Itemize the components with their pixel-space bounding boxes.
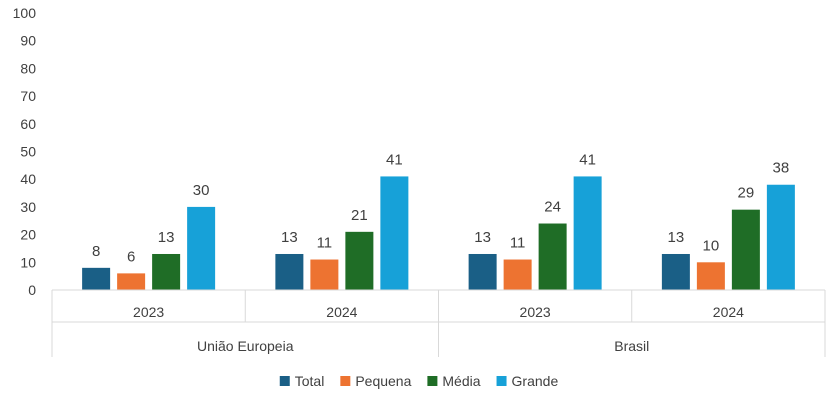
legend-swatch-grande [496, 376, 507, 386]
bar-pequena [696, 262, 725, 290]
bar-média [345, 231, 374, 290]
legend: Total Pequena Média Grande [279, 373, 559, 389]
bar-média [152, 253, 181, 290]
data-label: 38 [773, 160, 790, 177]
legend-swatch-pequena [340, 376, 351, 386]
bar-total [275, 253, 304, 290]
data-label: 30 [193, 182, 210, 199]
data-label: 13 [474, 229, 491, 246]
y-tick-label: 30 [20, 199, 36, 215]
bars [82, 176, 795, 290]
bar-pequena [310, 259, 339, 290]
legend-swatch-média [427, 376, 438, 386]
y-tick-label: 80 [20, 60, 36, 76]
data-label: 29 [738, 185, 755, 202]
bar-pequena [117, 273, 146, 290]
y-tick-label: 0 [28, 282, 36, 298]
bar-total [82, 267, 111, 290]
legend-label: Grande [512, 373, 559, 389]
y-tick-label: 10 [20, 254, 36, 270]
bar-total [468, 253, 497, 290]
legend-label: Total [295, 373, 325, 389]
bar-grande [187, 206, 216, 290]
data-label: 6 [127, 248, 135, 265]
data-label: 11 [510, 235, 526, 252]
data-label: 13 [158, 229, 175, 246]
data-label: 11 [317, 235, 333, 252]
legend-label: Média [442, 373, 480, 389]
bar-total [661, 253, 690, 290]
y-tick-label: 50 [20, 144, 36, 160]
y-tick-label: 90 [20, 33, 36, 49]
legend-label: Pequena [355, 373, 411, 389]
group-label: Brasil [614, 338, 649, 354]
legend-swatch-total [279, 376, 290, 386]
bar-grande [766, 184, 795, 290]
x-tick-label: 2023 [520, 304, 551, 320]
data-labels: 8 6 13 30 13 11 21 41 13 11 24 41 13 10 29 38 [92, 151, 789, 265]
x-axis: 2023 2024 2023 2024 União Europeia Brasil [51, 289, 826, 357]
group-label: União Europeia [197, 338, 294, 354]
y-axis: 0 10 20 30 40 50 60 70 80 90 100 [13, 5, 37, 298]
data-label: 8 [92, 243, 100, 260]
y-tick-label: 100 [13, 5, 37, 21]
data-label: 13 [668, 229, 685, 246]
bar-média [538, 223, 567, 290]
data-label: 41 [579, 151, 596, 168]
data-label: 13 [281, 229, 298, 246]
x-tick-label: 2024 [713, 304, 744, 320]
data-label: 41 [386, 151, 403, 168]
data-label: 24 [544, 199, 561, 216]
bar-grande [573, 176, 602, 290]
y-tick-label: 20 [20, 227, 36, 243]
bar-pequena [503, 259, 532, 290]
bar-média [731, 209, 760, 290]
x-tick-label: 2023 [133, 304, 164, 320]
data-label: 10 [703, 237, 720, 254]
x-tick-label: 2024 [326, 304, 357, 320]
y-tick-label: 70 [20, 88, 36, 104]
y-tick-label: 60 [20, 116, 36, 132]
data-label: 21 [351, 207, 368, 224]
bar-grande [380, 176, 409, 290]
y-tick-label: 40 [20, 171, 36, 187]
